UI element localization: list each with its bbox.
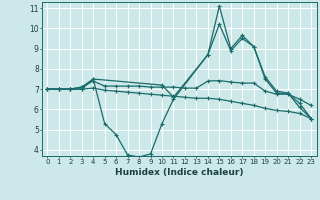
X-axis label: Humidex (Indice chaleur): Humidex (Indice chaleur) — [115, 168, 244, 177]
